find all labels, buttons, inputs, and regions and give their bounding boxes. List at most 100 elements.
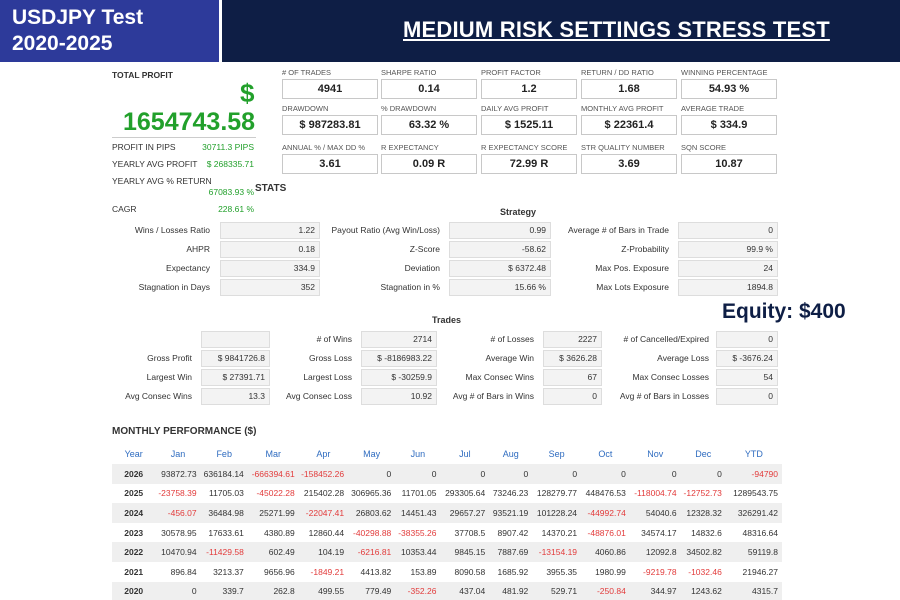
metric-card: MONTHLY AVG PROFIT $ 22361.4 <box>581 104 677 135</box>
table-cell: 636184.14 <box>200 464 248 484</box>
column-header[interactable]: Apr <box>316 449 331 459</box>
year-cell: 2021 <box>112 561 156 582</box>
metric-value: 10.87 <box>681 154 777 174</box>
stat-value: 99.9 % <box>678 241 778 258</box>
stat-value: 352 <box>220 279 320 296</box>
column-header[interactable]: YTD <box>744 449 763 459</box>
table-cell: 73246.23 <box>489 483 533 504</box>
table-cell: 12092.8 <box>629 542 681 562</box>
table-cell: 215402.28 <box>298 483 349 504</box>
table-cell: -23758.39 <box>155 483 201 504</box>
column-header[interactable]: Feb <box>216 449 232 459</box>
strategy-title: Strategy <box>500 207 537 217</box>
table-cell: 10353.44 <box>395 542 441 562</box>
table-row: 2022 10470.94 -11429.58 602.49 104.19 -6216.8… <box>112 542 782 562</box>
trade-stat-label: Max Consec Losses <box>632 372 709 382</box>
stat-value: 334.9 <box>220 260 320 277</box>
metric-value: 1.2 <box>481 79 577 99</box>
monthly-performance-title: MONTHLY PERFORMANCE ($) <box>112 426 257 437</box>
metric-value: 0.14 <box>381 79 477 99</box>
stat-value: $ 6372.48 <box>449 260 551 277</box>
table-cell: 306965.36 <box>348 483 396 504</box>
metric-card: AVERAGE TRADE $ 334.9 <box>681 104 777 135</box>
year-cell: 2026 <box>112 464 156 484</box>
column-header[interactable]: Dec <box>695 449 712 459</box>
metric-label: R EXPECTANCY SCORE <box>481 143 568 152</box>
table-cell: 0 <box>155 581 201 600</box>
table-cell: 0 <box>581 464 630 484</box>
table-cell: 93872.73 <box>155 464 201 484</box>
table-cell: 30578.95 <box>155 522 201 543</box>
table-cell: 101228.24 <box>532 503 582 523</box>
table-cell: 14451.43 <box>395 503 441 523</box>
metric-value: 3.61 <box>282 154 378 174</box>
table-cell: 3213.37 <box>200 561 248 582</box>
table-cell: -45022.28 <box>247 483 299 504</box>
table-cell: 25271.99 <box>247 503 299 523</box>
table-row: 2024 -456.07 36484.98 25271.99 -22047.41 2680… <box>112 503 782 523</box>
table-cell: -6216.81 <box>348 542 396 562</box>
metric-value: 0.09 R <box>381 154 477 174</box>
trade-stat-label: Largest Win <box>146 372 192 382</box>
metric-card: R EXPECTANCY 0.09 R <box>381 143 477 174</box>
table-cell: 8090.58 <box>440 561 490 582</box>
column-header[interactable]: Year <box>124 449 143 459</box>
column-header[interactable]: Jan <box>170 449 186 459</box>
trade-stat-value: 0 <box>543 388 602 405</box>
table-cell: 9845.15 <box>440 542 490 562</box>
column-header[interactable]: Aug <box>502 449 519 459</box>
table-cell: 0 <box>629 464 681 484</box>
trade-stat-value: $ -8186983.22 <box>361 350 437 367</box>
table-body: 2026 93872.73 636184.14 -666394.61 -158452.2… <box>112 464 782 600</box>
trade-stat-value: 0 <box>716 331 778 348</box>
table-cell: 896.84 <box>155 561 201 582</box>
stat-value: 1.22 <box>220 222 320 239</box>
metric-label: DRAWDOWN <box>282 104 329 113</box>
table-cell: 54040.6 <box>629 503 681 523</box>
metric-card: SHARPE RATIO 0.14 <box>381 68 477 99</box>
trade-stat-label: Avg # of Bars in Losses <box>619 391 709 401</box>
table-cell: 9656.96 <box>247 561 299 582</box>
column-header[interactable]: Mar <box>265 449 282 459</box>
year-cell: 2020 <box>112 581 156 600</box>
table-cell: 0 <box>440 464 490 484</box>
table-cell: 1685.92 <box>489 561 533 582</box>
table-cell: 0 <box>348 464 396 484</box>
stat-label: Z-Score <box>409 244 440 254</box>
table-cell: 4315.7 <box>725 581 782 600</box>
table-cell: 14370.21 <box>532 522 582 543</box>
test-title-line1: USDJPY Test <box>12 6 144 29</box>
table-cell: -666394.61 <box>247 464 299 484</box>
trade-stat-label: Average Loss <box>657 353 709 363</box>
table-cell: 499.55 <box>298 581 349 600</box>
table-cell: 1980.99 <box>581 561 630 582</box>
stat-label: Max Pos. Exposure <box>595 263 669 273</box>
table-cell: 529.71 <box>532 581 582 600</box>
trade-stat-label: Average Win <box>485 353 534 363</box>
column-header[interactable]: Oct <box>598 449 613 459</box>
metric-card: R EXPECTANCY SCORE 72.99 R <box>481 143 577 174</box>
stat-label: Stagnation in % <box>380 282 440 292</box>
table-cell: 48316.64 <box>725 522 782 543</box>
table-cell: -1032.46 <box>680 561 726 582</box>
column-header[interactable]: May <box>363 449 381 459</box>
column-header[interactable]: Sep <box>548 449 565 459</box>
metric-card: WINNING PERCENTAGE 54.93 % <box>681 68 777 99</box>
table-row: 2026 93872.73 636184.14 -666394.61 -158452.2… <box>112 464 782 484</box>
trade-stat-value: 0 <box>716 388 778 405</box>
metric-value: 3.69 <box>581 154 677 174</box>
column-header[interactable]: Jul <box>459 449 471 459</box>
total-profit-label: TOTAL PROFIT <box>112 70 173 80</box>
table-cell: 4413.82 <box>348 561 396 582</box>
table-cell: 10470.94 <box>155 542 201 562</box>
column-header[interactable]: Jun <box>410 449 426 459</box>
currency-symbol: $ <box>240 78 255 108</box>
table-cell: 29657.27 <box>440 503 490 523</box>
trade-stat-label: Max Consec Wins <box>465 372 535 382</box>
metric-card: # OF TRADES 4941 <box>282 68 378 99</box>
test-title-box: USDJPY Test 2020-2025 <box>0 0 222 62</box>
metric-value: 72.99 R <box>481 154 577 174</box>
column-header[interactable]: Nov <box>647 449 664 459</box>
table-cell: 37708.5 <box>440 522 490 543</box>
trade-stat-label: # of Losses <box>490 334 534 344</box>
